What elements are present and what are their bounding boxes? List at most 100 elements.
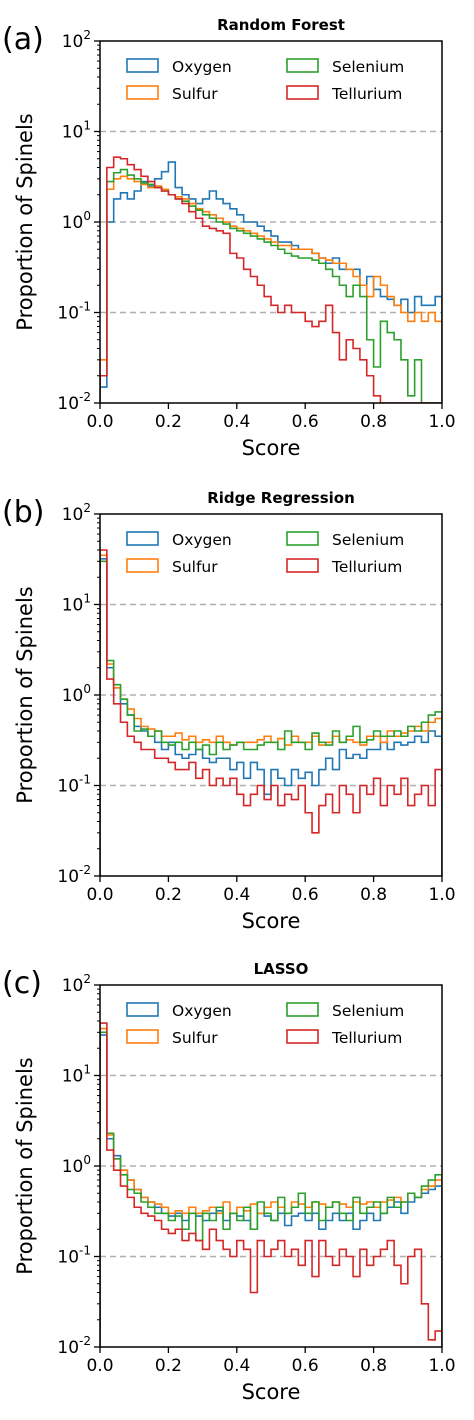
y-tick-exponent: 1 — [83, 592, 91, 606]
y-tick-base: 10 — [57, 1338, 79, 1358]
legend-swatch-oxygen — [126, 1002, 159, 1017]
legend-label-tellurium: Tellurium — [331, 85, 402, 103]
legend-label-selenium: Selenium — [332, 531, 404, 549]
series-selenium-line — [100, 560, 442, 876]
y-tick-exponent: -2 — [79, 863, 91, 877]
panel-b: 0.0 0.2 0.4 0.6 0.8 1.010-210-1100101102Ridge… — [2, 489, 456, 933]
series-sulfur-line — [100, 175, 442, 403]
y-tick-label: 100 — [62, 209, 91, 233]
y-tick-exponent: 0 — [83, 209, 91, 223]
legend-label-selenium: Selenium — [332, 58, 404, 76]
y-tick-exponent: -1 — [79, 1244, 91, 1258]
legend-swatch-sulfur — [126, 1029, 159, 1044]
y-tick-exponent: 1 — [83, 119, 91, 133]
y-tick-base: 10 — [62, 976, 84, 996]
legend-label-tellurium: Tellurium — [331, 1029, 402, 1047]
y-tick-base: 10 — [57, 867, 79, 887]
x-tick-label: 0.4 — [223, 412, 250, 432]
x-tick-label: 0.4 — [223, 885, 250, 905]
legend-label-tellurium: Tellurium — [331, 558, 402, 576]
y-tick-base: 10 — [57, 394, 79, 414]
x-tick-label: 0.2 — [155, 1356, 182, 1376]
y-tick-base: 10 — [62, 1067, 84, 1087]
legend-swatch-selenium — [286, 58, 319, 73]
legend-swatch-oxygen — [126, 58, 159, 73]
y-tick-label: 102 — [62, 28, 91, 52]
y-tick-base: 10 — [62, 123, 84, 143]
y-tick-label: 10-2 — [57, 1334, 91, 1358]
x-tick-label: 0.0 — [86, 412, 113, 432]
y-tick-exponent: 2 — [83, 972, 91, 986]
x-tick-label: 1.0 — [428, 885, 455, 905]
x-tick-label: 0.6 — [292, 412, 319, 432]
series-tellurium-line — [100, 156, 442, 403]
series-oxygen-line — [100, 161, 442, 403]
x-axis-label: Score — [242, 436, 301, 460]
y-tick-base: 10 — [57, 777, 79, 797]
panel-a: 0.0 0.2 0.4 0.6 0.8 1.010-210-1100101102Rando… — [2, 16, 456, 460]
x-tick-label: 0.6 — [292, 885, 319, 905]
y-tick-base: 10 — [62, 596, 84, 616]
x-tick-label: 1.0 — [428, 1356, 455, 1376]
y-tick-exponent: 0 — [83, 682, 91, 696]
series-selenium-line — [100, 1031, 442, 1347]
y-tick-base: 10 — [62, 213, 84, 233]
legend-label-oxygen: Oxygen — [172, 1002, 232, 1020]
y-tick-base: 10 — [62, 32, 84, 52]
legend-label-sulfur: Sulfur — [172, 85, 218, 103]
legend-label-oxygen: Oxygen — [172, 531, 232, 549]
x-tick-label: 0.0 — [86, 885, 113, 905]
x-tick-label: 0.6 — [292, 1356, 319, 1376]
y-tick-base: 10 — [62, 505, 84, 525]
panel-title: LASSO — [254, 960, 309, 978]
legend-swatch-sulfur — [126, 85, 159, 100]
legend-swatch-tellurium — [286, 1029, 319, 1044]
x-tick-label: 0.8 — [360, 412, 387, 432]
x-tick-label: 0.2 — [155, 885, 182, 905]
panel-label: (c) — [2, 966, 42, 1001]
x-tick-label: 0.8 — [360, 1356, 387, 1376]
y-tick-base: 10 — [57, 304, 79, 324]
y-tick-label: 101 — [62, 592, 91, 616]
y-tick-label: 100 — [62, 682, 91, 706]
series-group — [100, 1022, 442, 1347]
y-tick-exponent: -1 — [79, 773, 91, 787]
y-axis-label: Proportion of Spinels — [13, 586, 37, 803]
legend-swatch-tellurium — [286, 558, 319, 573]
y-tick-label: 100 — [62, 1153, 91, 1177]
panel-c: 0.0 0.2 0.4 0.6 0.8 1.010-210-1100101102LASSO… — [2, 960, 456, 1404]
legend-label-oxygen: Oxygen — [172, 58, 232, 76]
y-tick-exponent: -1 — [79, 300, 91, 314]
x-tick-label: 0.4 — [223, 1356, 250, 1376]
legend-swatch-selenium — [286, 1002, 319, 1017]
legend-swatch-tellurium — [286, 85, 319, 100]
legend-swatch-sulfur — [126, 558, 159, 573]
panel-title: Ridge Regression — [207, 489, 355, 507]
y-tick-label: 101 — [62, 119, 91, 143]
y-tick-exponent: 1 — [83, 1063, 91, 1077]
x-axis-label: Score — [242, 1380, 301, 1404]
y-axis-label: Proportion of Spinels — [13, 113, 37, 330]
y-tick-label: 101 — [62, 1063, 91, 1087]
series-oxygen-line — [100, 1034, 442, 1347]
series-selenium-line — [100, 168, 442, 403]
series-group — [100, 549, 442, 876]
y-tick-exponent: -2 — [79, 1334, 91, 1348]
y-tick-label: 10-1 — [57, 773, 91, 797]
series-oxygen-line — [100, 557, 442, 876]
x-tick-label: 1.0 — [428, 412, 455, 432]
panel-label: (b) — [2, 495, 44, 530]
y-tick-label: 10-1 — [57, 1244, 91, 1268]
y-tick-base: 10 — [62, 686, 84, 706]
y-tick-exponent: 2 — [83, 501, 91, 515]
legend-swatch-oxygen — [126, 531, 159, 546]
legend-label-selenium: Selenium — [332, 1002, 404, 1020]
legend-label-sulfur: Sulfur — [172, 558, 218, 576]
y-tick-exponent: 2 — [83, 28, 91, 42]
series-sulfur-line — [100, 554, 442, 876]
x-tick-label: 0.8 — [360, 885, 387, 905]
y-tick-exponent: -2 — [79, 390, 91, 404]
legend-label-sulfur: Sulfur — [172, 1029, 218, 1047]
x-tick-label: 0.0 — [86, 1356, 113, 1376]
